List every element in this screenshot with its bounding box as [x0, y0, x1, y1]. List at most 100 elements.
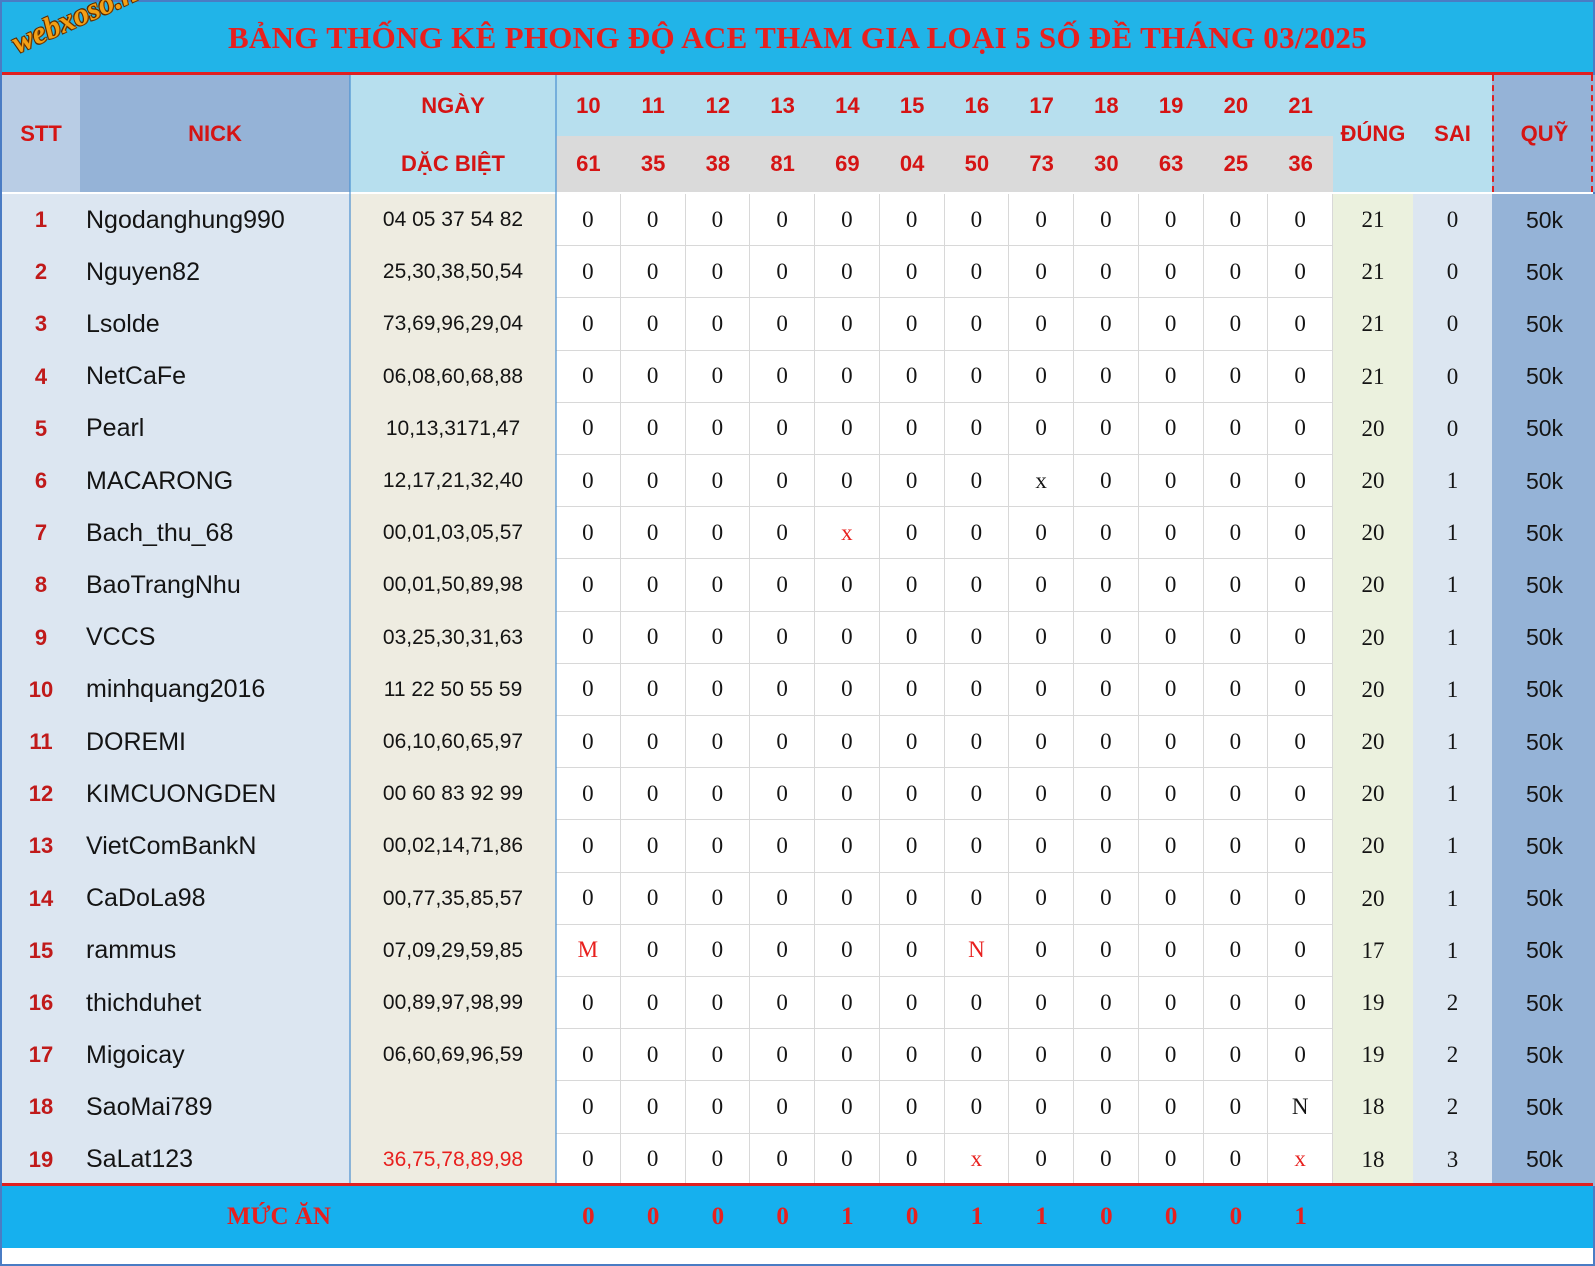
- header-special-result: 25: [1203, 136, 1269, 192]
- row-day-mark: 0: [815, 872, 880, 925]
- header-day: 21: [1268, 75, 1333, 136]
- row-numbers: 00,01,50,89,98: [350, 559, 556, 612]
- row-day-mark: 0: [620, 820, 686, 873]
- row-sai: 0: [1413, 402, 1492, 455]
- row-day-mark: 0: [556, 402, 621, 455]
- row-day-mark: 0: [944, 298, 1010, 351]
- header-ngay: NGÀY: [350, 75, 556, 136]
- row-day-mark: 0: [620, 350, 686, 403]
- row-day-mark: 0: [556, 455, 621, 508]
- row-day-mark: 0: [750, 611, 815, 664]
- footer-value: 1: [1268, 1186, 1333, 1248]
- row-stt: 12: [2, 768, 80, 821]
- row-day-mark: 0: [1268, 768, 1333, 821]
- header-day: 20: [1203, 75, 1269, 136]
- row-day-mark: 0: [944, 455, 1010, 508]
- row-day-mark: 0: [1268, 402, 1333, 455]
- row-sai: 2: [1413, 977, 1492, 1030]
- row-quy: 50k: [1492, 924, 1595, 977]
- row-day-mark: 0: [685, 663, 751, 716]
- row-day-mark: 0: [1138, 559, 1204, 612]
- row-day-mark: 0: [620, 246, 686, 299]
- row-day-mark: 0: [1009, 246, 1074, 299]
- header-day: 13: [750, 75, 815, 136]
- row-day-mark: 0: [750, 872, 815, 925]
- row-day-mark: 0: [879, 768, 945, 821]
- row-day-mark: 0: [1268, 350, 1333, 403]
- row-numbers: 11 22 50 55 59: [350, 663, 556, 716]
- row-quy: 50k: [1492, 977, 1595, 1030]
- row-nick: Ngodanghung990: [80, 194, 350, 247]
- row-day-mark: 0: [1138, 507, 1204, 560]
- row-quy: 50k: [1492, 872, 1595, 925]
- footer-divider: [2, 1183, 1593, 1186]
- row-day-mark: 0: [750, 350, 815, 403]
- row-day-mark: 0: [879, 1081, 945, 1134]
- footer-value: 0: [556, 1186, 621, 1248]
- row-day-mark: 0: [1009, 1081, 1074, 1134]
- row-day-mark: 0: [944, 1029, 1010, 1082]
- row-day-mark: 0: [879, 455, 945, 508]
- header-special-result: 69: [815, 136, 880, 192]
- header-special-result: 35: [620, 136, 686, 192]
- row-dung: 19: [1333, 1029, 1413, 1082]
- row-day-mark: 0: [1074, 350, 1139, 403]
- row-nick: SaLat123: [80, 1133, 350, 1186]
- row-day-mark: 0: [1268, 820, 1333, 873]
- row-day-mark: 0: [879, 559, 945, 612]
- row-dung: 17: [1333, 924, 1413, 977]
- row-dung: 18: [1333, 1081, 1413, 1134]
- row-day-mark: 0: [556, 611, 621, 664]
- header-stt: STT: [2, 75, 80, 192]
- row-nick: VietComBankN: [80, 820, 350, 873]
- row-day-mark: N: [944, 924, 1010, 977]
- row-numbers: 00,77,35,85,57: [350, 872, 556, 925]
- row-day-mark: 0: [1138, 1133, 1204, 1186]
- row-day-mark: 0: [1074, 1133, 1139, 1186]
- row-sai: 1: [1413, 559, 1492, 612]
- row-numbers: 06,60,69,96,59: [350, 1029, 556, 1082]
- row-day-mark: 0: [815, 768, 880, 821]
- row-stt: 6: [2, 455, 80, 508]
- row-day-mark: 0: [556, 246, 621, 299]
- row-sai: 2: [1413, 1029, 1492, 1082]
- row-day-mark: 0: [750, 455, 815, 508]
- row-day-mark: 0: [815, 455, 880, 508]
- row-day-mark: 0: [1268, 246, 1333, 299]
- row-day-mark: 0: [1074, 507, 1139, 560]
- row-day-mark: 0: [1203, 402, 1269, 455]
- row-day-mark: 0: [750, 1133, 815, 1186]
- row-day-mark: 0: [556, 977, 621, 1030]
- row-stt: 4: [2, 350, 80, 403]
- row-day-mark: 0: [1268, 663, 1333, 716]
- row-nick: Migoicay: [80, 1029, 350, 1082]
- row-dung: 20: [1333, 402, 1413, 455]
- row-day-mark: 0: [620, 1029, 686, 1082]
- row-dung: 20: [1333, 455, 1413, 508]
- row-quy: 50k: [1492, 402, 1595, 455]
- row-day-mark: 0: [1009, 977, 1074, 1030]
- row-day-mark: 0: [685, 402, 751, 455]
- row-day-mark: 0: [1268, 716, 1333, 769]
- row-day-mark: 0: [879, 402, 945, 455]
- row-sai: 2: [1413, 1081, 1492, 1134]
- row-day-mark: 0: [1203, 924, 1269, 977]
- row-day-mark: 0: [685, 872, 751, 925]
- row-day-mark: 0: [815, 298, 880, 351]
- row-numbers: 07,09,29,59,85: [350, 924, 556, 977]
- row-day-mark: 0: [1074, 611, 1139, 664]
- header-day: 14: [815, 75, 880, 136]
- row-day-mark: 0: [620, 924, 686, 977]
- footer-value: 0: [750, 1186, 815, 1248]
- row-day-mark: 0: [1009, 402, 1074, 455]
- row-stt: 1: [2, 194, 80, 247]
- row-day-mark: 0: [685, 977, 751, 1030]
- row-day-mark: 0: [620, 559, 686, 612]
- header-special-result: 36: [1268, 136, 1333, 192]
- row-day-mark: 0: [620, 716, 686, 769]
- row-sai: 1: [1413, 663, 1492, 716]
- header-special-result: 38: [685, 136, 751, 192]
- row-day-mark: 0: [1138, 246, 1204, 299]
- row-dung: 20: [1333, 611, 1413, 664]
- row-day-mark: x: [944, 1133, 1010, 1186]
